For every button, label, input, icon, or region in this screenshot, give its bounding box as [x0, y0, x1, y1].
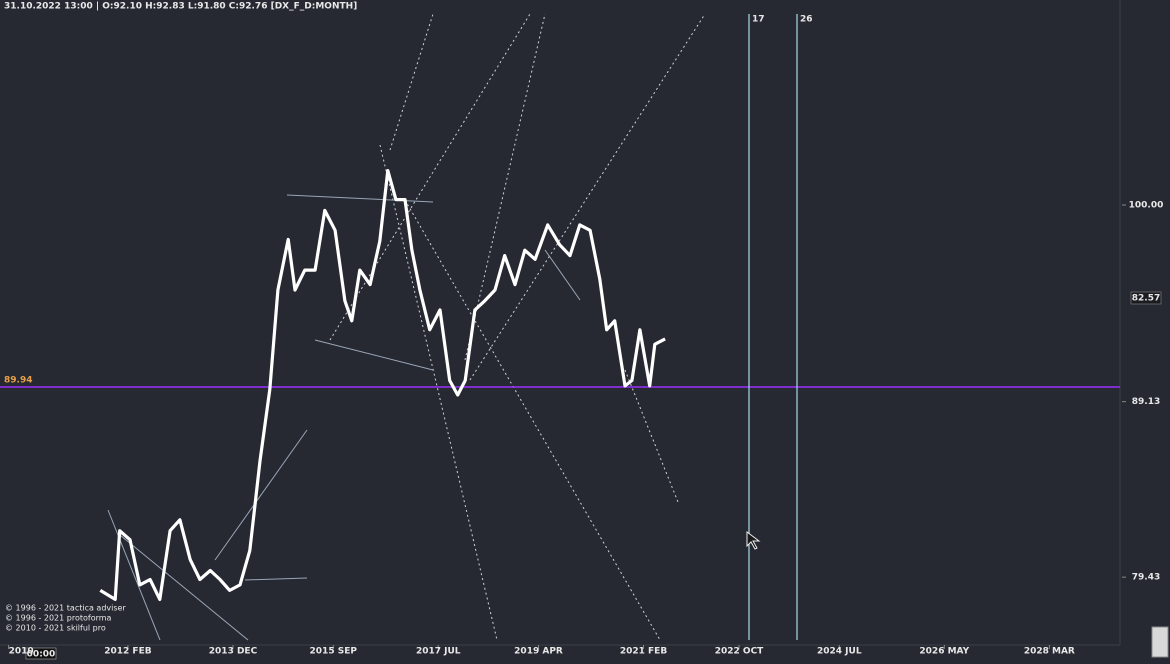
- y-tick-label: 79.43: [1132, 573, 1160, 583]
- price-line: [99, 169, 666, 601]
- trend-line: [214, 429, 308, 561]
- x-tick-label: 2026 MAY: [919, 647, 969, 657]
- vline-label: 26: [800, 15, 813, 25]
- hline-label: 89.94: [4, 376, 32, 386]
- trend-line: [314, 339, 434, 371]
- x-tick-label: 2019 APR: [514, 647, 563, 657]
- time-label: 00:00: [27, 650, 56, 660]
- price-tag-box: [1130, 291, 1162, 305]
- header: 31.10.2022 13:00 | O:92.10 H:92.83 L:91.…: [4, 2, 357, 12]
- trend-line: [119, 534, 249, 641]
- trend-line: [244, 577, 308, 581]
- time-box: [25, 647, 57, 660]
- drawings: [107, 13, 706, 641]
- x-tick-label: 2015 SEP: [310, 647, 358, 657]
- y-tick-label: 100.00: [1129, 200, 1164, 210]
- trend-line: [464, 13, 546, 361]
- x-tick-label: 2013 DEC: [209, 647, 258, 657]
- trend-line: [107, 509, 161, 641]
- x-tick-label: 2028 MAR: [1024, 647, 1075, 657]
- trend-line: [389, 13, 434, 151]
- y-tick-label: 89.13: [1132, 397, 1160, 407]
- price-tag: 82.57: [1132, 294, 1160, 304]
- x-tick-label: 2012 FEB: [104, 647, 151, 657]
- copyright: © 1996 - 2021 tactica adviser: [5, 604, 126, 613]
- cursor: [746, 531, 761, 550]
- corner-widget[interactable]: [1151, 626, 1169, 658]
- vline-label: 17: [752, 15, 765, 25]
- x-tick-label: 2021 FEB: [620, 647, 667, 657]
- x-tick-label: 2010: [9, 647, 34, 657]
- trend-line: [624, 369, 679, 503]
- copyright: © 1996 - 2021 protoforma: [5, 614, 112, 623]
- trend-line: [544, 249, 581, 301]
- x-tick-label: 2024 JUL: [817, 647, 862, 657]
- copyright: © 2010 - 2021 skilful pro: [5, 624, 106, 633]
- trend-line: [329, 13, 531, 341]
- x-tick-label: 2022 OCT: [715, 647, 764, 657]
- x-tick-label: 2017 JUL: [416, 647, 461, 657]
- trend-line: [286, 194, 434, 203]
